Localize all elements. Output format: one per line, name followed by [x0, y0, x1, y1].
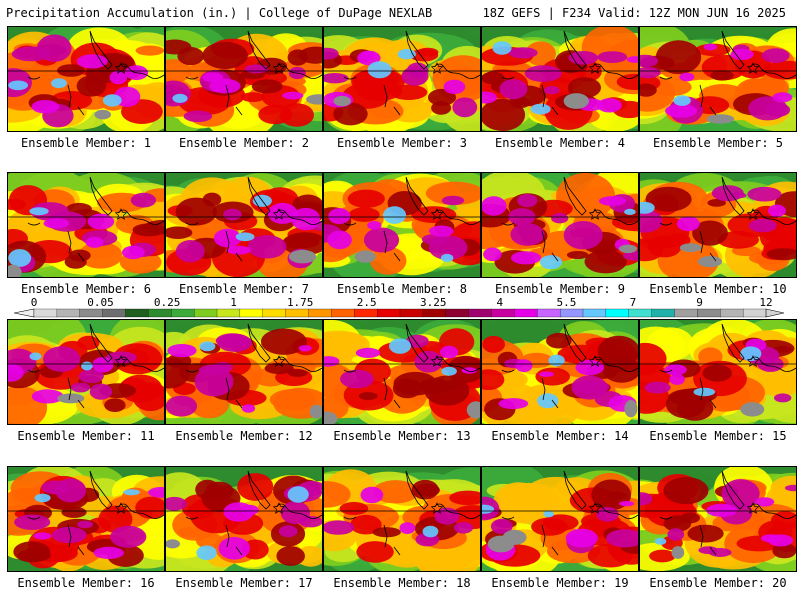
colorbar-swatch: [308, 308, 332, 318]
member-label: Ensemble Member: 14: [491, 429, 629, 443]
colorbar-swatch: [376, 308, 401, 318]
colorbar-swatch: [216, 308, 241, 318]
member-label: Ensemble Member: 6: [20, 282, 152, 296]
member-map-panel: [323, 466, 481, 572]
member-label: Ensemble Member: 19: [491, 576, 629, 590]
member-map-panel: [639, 319, 797, 425]
colorbar-swatch: [674, 308, 698, 318]
member-label: Ensemble Member: 3: [336, 136, 468, 150]
member-label: Ensemble Member: 16: [17, 576, 155, 590]
colorbar-right-arrow: [765, 308, 785, 318]
colorbar-swatch: [422, 308, 447, 318]
member-map-panel: [165, 172, 323, 278]
colorbar-tick-label: 5.5: [556, 296, 576, 309]
colorbar-swatch: [582, 308, 607, 318]
member-label: Ensemble Member: 12: [175, 429, 313, 443]
member-label: Ensemble Member: 4: [494, 136, 626, 150]
colorbar-swatch: [193, 308, 218, 318]
member-map-panel: [7, 172, 165, 278]
member-map-panel: [165, 319, 323, 425]
map-title: Precipitation Accumulation (in.) | Colle…: [6, 6, 433, 20]
member-label: Ensemble Member: 15: [649, 429, 787, 443]
colorbar-swatch: [559, 308, 584, 318]
colorbar-swatch: [537, 308, 561, 318]
member-map-panel: [481, 319, 639, 425]
colorbar-swatch: [239, 308, 264, 318]
valid-time: 18Z GEFS | F234 Valid: 12Z MON JUN 16 20…: [482, 6, 786, 20]
member-map-panel: [323, 319, 481, 425]
colorbar-tick-label: 1: [230, 296, 237, 309]
colorbar-swatch: [331, 308, 355, 318]
colorbar-swatch: [514, 308, 538, 318]
colorbar-swatch: [354, 308, 378, 318]
colorbar-tick-label: 4: [496, 296, 503, 309]
colorbar-swatch: [445, 308, 470, 318]
member-map-panel: [165, 26, 323, 132]
colorbar-swatch: [742, 308, 767, 318]
precipitation-colorbar: 0 0.05 0.25 1 1.75 2.5 3.25 4 5.5 7 9 12: [13, 296, 785, 318]
colorbar-tick-label: 9: [696, 296, 703, 309]
member-label: Ensemble Member: 1: [20, 136, 152, 150]
colorbar-swatch: [56, 308, 81, 318]
colorbar-swatch: [171, 308, 195, 318]
member-label: Ensemble Member: 18: [333, 576, 471, 590]
colorbar-swatch: [605, 308, 630, 318]
colorbar-swatch: [468, 308, 492, 318]
member-map-panel: [481, 26, 639, 132]
member-label: Ensemble Member: 8: [336, 282, 468, 296]
colorbar-swatch: [148, 308, 172, 318]
colorbar-tick-label: 3.25: [420, 296, 447, 309]
member-label: Ensemble Member: 9: [494, 282, 626, 296]
member-label: Ensemble Member: 20: [649, 576, 787, 590]
colorbar-tick-label: 1.75: [287, 296, 314, 309]
colorbar-swatch: [628, 308, 653, 318]
colorbar-swatch: [491, 308, 515, 318]
colorbar-swatch: [262, 308, 287, 318]
member-label: Ensemble Member: 2: [178, 136, 310, 150]
member-map-panel: [639, 26, 797, 132]
colorbar-tick-label: 0: [31, 296, 38, 309]
member-map-panel: [481, 172, 639, 278]
colorbar-tick-label: 2.5: [357, 296, 377, 309]
member-label: Ensemble Member: 10: [649, 282, 787, 296]
member-map-panel: [7, 26, 165, 132]
colorbar-tick-label: 7: [630, 296, 637, 309]
member-label: Ensemble Member: 17: [175, 576, 313, 590]
member-map-panel: [639, 466, 797, 572]
colorbar-swatch: [651, 308, 675, 318]
colorbar-left-arrow: [13, 308, 35, 318]
member-label: Ensemble Member: 13: [333, 429, 471, 443]
member-label: Ensemble Member: 11: [17, 429, 155, 443]
colorbar-swatch: [125, 308, 149, 318]
colorbar-swatch: [79, 308, 104, 318]
colorbar-tick-label: 12: [759, 296, 772, 309]
member-map-panel: [7, 319, 165, 425]
member-map-panel: [323, 172, 481, 278]
colorbar-tick-label: 0.25: [154, 296, 181, 309]
colorbar-swatch: [720, 308, 744, 318]
colorbar-swatch: [697, 308, 721, 318]
member-map-panel: [481, 466, 639, 572]
colorbar-swatch: [285, 308, 309, 318]
member-label: Ensemble Member: 7: [178, 282, 310, 296]
colorbar-tick-label: 0.05: [87, 296, 114, 309]
colorbar-swatch: [33, 308, 58, 318]
member-label: Ensemble Member: 5: [652, 136, 784, 150]
colorbar-swatch: [102, 308, 126, 318]
member-map-panel: [7, 466, 165, 572]
colorbar-swatch: [399, 308, 424, 318]
member-map-panel: [323, 26, 481, 132]
member-map-panel: [165, 466, 323, 572]
member-map-panel: [639, 172, 797, 278]
